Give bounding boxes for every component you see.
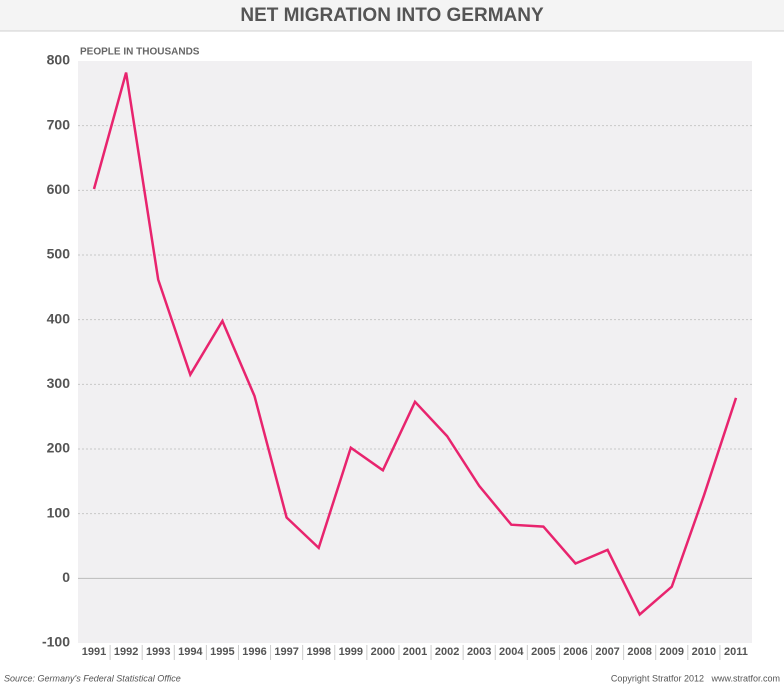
x-tick-label: 1993 — [146, 646, 170, 658]
chart-title: NET MIGRATION INTO GERMANY — [240, 5, 544, 26]
y-tick-label: 100 — [47, 504, 71, 520]
x-tick-label: 2007 — [595, 646, 619, 658]
x-tick-label: 2006 — [563, 646, 587, 658]
x-tick-label: 2004 — [499, 646, 524, 658]
x-tick-label: 1994 — [178, 646, 203, 658]
y-tick-label: 200 — [47, 440, 71, 456]
x-tick-label: 2010 — [692, 646, 716, 658]
x-tick-label: 2008 — [627, 646, 651, 658]
y-axis-label: PEOPLE IN THOUSANDS — [80, 47, 200, 58]
x-tick-label: 2000 — [371, 646, 395, 658]
y-tick-label: -100 — [42, 634, 70, 650]
x-tick-label: 1999 — [339, 646, 363, 658]
x-tick-label: 2003 — [467, 646, 491, 658]
y-tick-label: 500 — [47, 246, 71, 262]
y-tick-label: 300 — [47, 375, 71, 391]
plot-area — [78, 61, 752, 643]
x-tick-label: 2002 — [435, 646, 459, 658]
y-tick-label: 400 — [47, 310, 71, 326]
copyright: Copyright Stratfor 2012 www.stratfor.com — [611, 673, 780, 683]
x-tick-label: 1997 — [274, 646, 298, 658]
x-tick-label: 1995 — [210, 646, 234, 658]
x-tick-label: 1991 — [82, 646, 106, 658]
y-tick-label: 700 — [47, 116, 71, 132]
x-tick-label: 2005 — [531, 646, 555, 658]
y-tick-label: 0 — [62, 569, 70, 585]
x-tick-label: 2001 — [403, 646, 427, 658]
source: Source: Germany's Federal Statistical Of… — [4, 673, 181, 683]
x-tick-label: 1992 — [114, 646, 138, 658]
x-tick-label: 1996 — [242, 646, 266, 658]
x-tick-label: 2011 — [724, 646, 748, 658]
x-tick-label: 1998 — [306, 646, 330, 658]
title-bar — [0, 0, 784, 31]
data-line — [92, 72, 738, 617]
y-tick-label: 800 — [47, 52, 71, 68]
y-tick-label: 600 — [47, 181, 71, 197]
x-tick-label: 2009 — [660, 646, 684, 658]
